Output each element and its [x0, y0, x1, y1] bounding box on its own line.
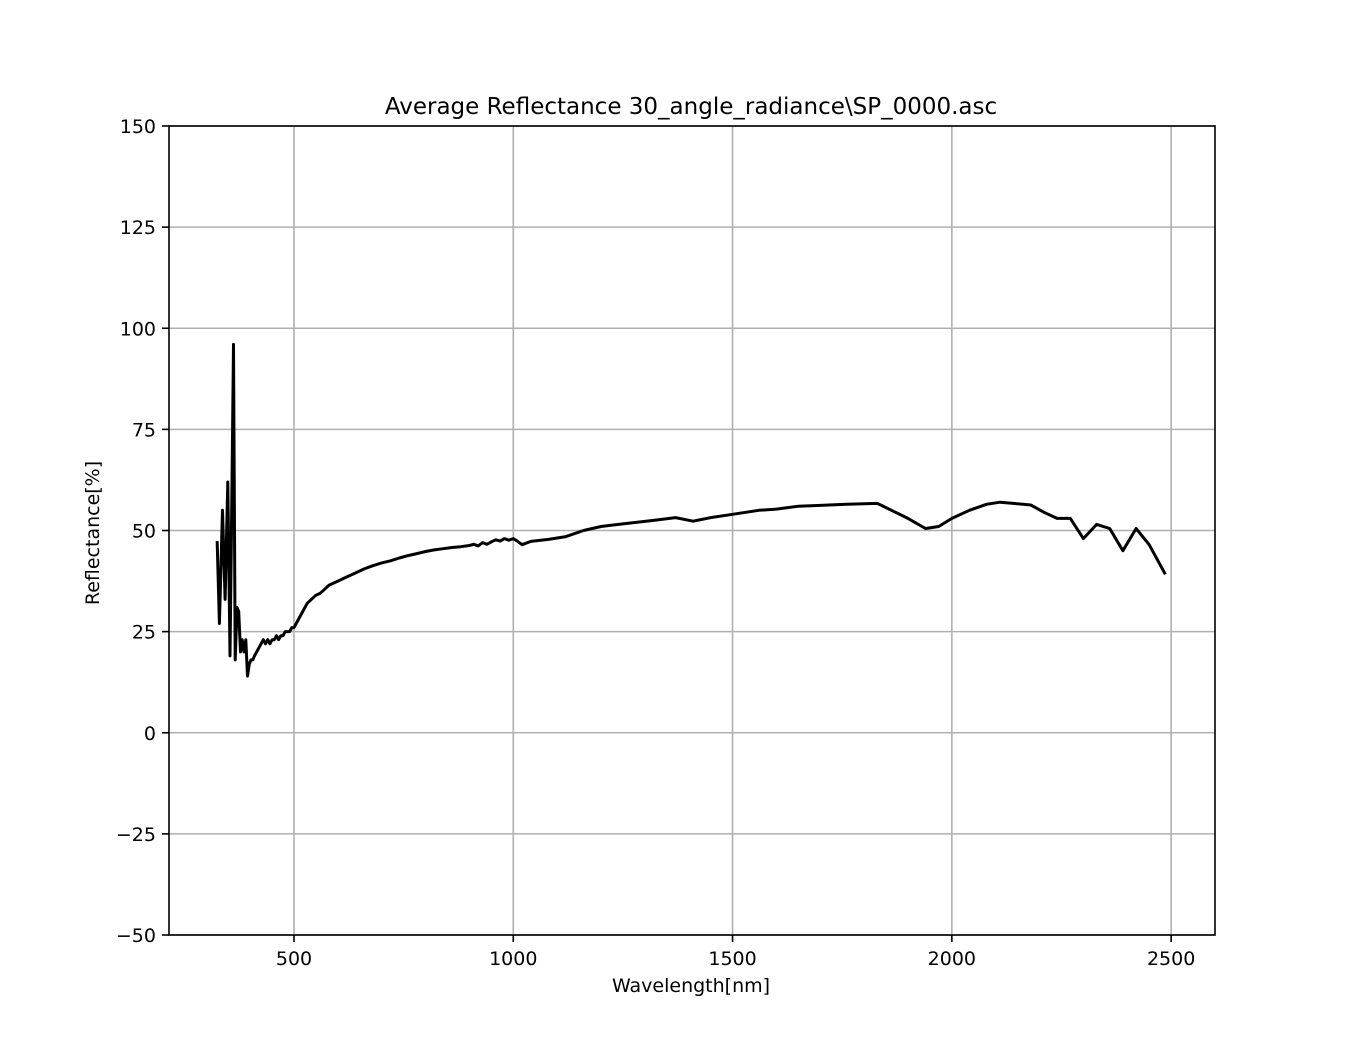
reflectance-series-line — [215, 342, 1167, 678]
y-axis: −50 −25 0 25 50 75 100 125 150 — [116, 116, 169, 947]
y-tick-label: 125 — [120, 217, 156, 239]
x-tick-label: 2000 — [928, 948, 976, 970]
x-tick-label: 2500 — [1147, 948, 1195, 970]
x-axis: 500 1000 1500 2000 2500 — [276, 935, 1195, 970]
y-tick-label: 100 — [120, 318, 156, 340]
y-tick-label: −25 — [116, 824, 156, 846]
x-tick-label: 1000 — [489, 948, 537, 970]
x-axis-label: Wavelength[nm] — [612, 975, 770, 997]
y-tick-label: −50 — [116, 925, 156, 947]
y-tick-label: 75 — [132, 419, 156, 441]
data-line-layer — [215, 342, 1167, 678]
grid — [169, 125, 1215, 936]
x-tick-label: 500 — [276, 948, 312, 970]
y-tick-label: 150 — [120, 116, 156, 138]
y-axis-label: Reflectance[%] — [82, 461, 104, 605]
chart-title: Average Reflectance 30_angle_radiance\SP… — [385, 94, 997, 120]
y-tick-label: 0 — [144, 723, 156, 745]
y-tick-label: 50 — [132, 521, 156, 543]
y-tick-label: 25 — [132, 622, 156, 644]
x-tick-label: 1500 — [708, 948, 756, 970]
